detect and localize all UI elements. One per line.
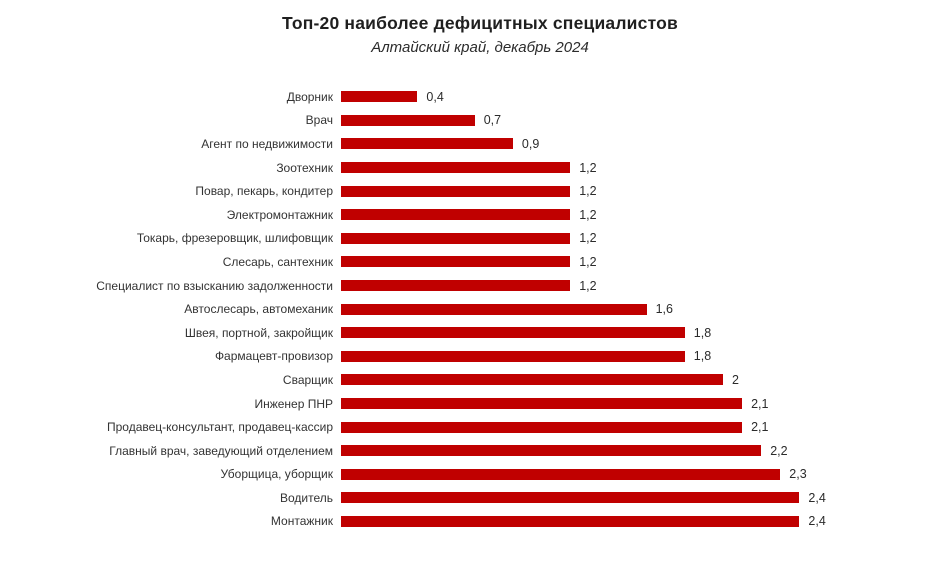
chart-row: Слесарь, сантехник 1,2 <box>0 250 935 274</box>
chart-row: Специалист по взысканию задолженности 1,2 <box>0 274 935 298</box>
value-label: 1,2 <box>579 184 597 199</box>
chart-row: Врач 0,7 <box>0 109 935 133</box>
category-label: Инженер ПНР <box>254 396 333 411</box>
value-label: 1,8 <box>693 325 712 340</box>
bar <box>341 185 571 197</box>
category-label: Токарь, фрезеровщик, шлифовщик <box>136 231 333 246</box>
value-label: 2 <box>732 372 739 387</box>
bar <box>341 515 800 527</box>
chart-row: Токарь, фрезеровщик, шлифовщик 1,2 <box>0 227 935 251</box>
bar <box>341 492 800 504</box>
chart-subtitle: Алтайский край, декабрь 2024 <box>371 38 589 56</box>
chart-row: Сварщик 2 <box>0 368 935 392</box>
chart-row: Агент по недвижимости 0,9 <box>0 132 935 156</box>
chart-row: Продавец-консультант, продавец-кассир 2,1 <box>0 415 935 439</box>
bar <box>341 445 762 457</box>
bar <box>341 256 571 268</box>
value-label: 1,2 <box>579 207 597 222</box>
chart-row: Автослесарь, автомеханик 1,6 <box>0 297 935 321</box>
value-label: 2,1 <box>751 420 769 435</box>
bar <box>341 138 513 150</box>
bar <box>341 280 571 292</box>
value-label: 1,8 <box>693 349 712 364</box>
chart-title: Топ-20 наиболее дефицитных специалистов <box>282 13 678 33</box>
chart-row: Водитель 2,4 <box>0 486 935 510</box>
bar <box>341 114 475 126</box>
category-label: Повар, пекарь, кондитер <box>195 184 333 199</box>
category-label: Уборщица, уборщик <box>220 467 333 482</box>
value-label: 1,2 <box>579 160 597 175</box>
chart-row: Главный врач, заведующий отделением 2,2 <box>0 439 935 463</box>
category-label: Главный врач, заведующий отделением <box>109 443 333 458</box>
bar <box>341 468 781 480</box>
bar <box>341 398 743 410</box>
chart-row: Повар, пекарь, кондитер 1,2 <box>0 179 935 203</box>
bar <box>341 232 571 244</box>
plot-area: Дворник 0,4 Врач 0,7 Агент по недвижимости 0,… <box>0 85 935 533</box>
category-label: Врач <box>305 113 333 128</box>
chart-row: Швея, портной, закройщик 1,8 <box>0 321 935 345</box>
bar <box>341 91 418 103</box>
value-label: 1,2 <box>579 254 597 269</box>
value-label: 2,3 <box>789 467 807 482</box>
category-label: Специалист по взысканию задолженности <box>96 278 333 293</box>
category-label: Электромонтажник <box>226 207 333 222</box>
value-label: 0,7 <box>483 113 502 128</box>
value-label: 1,2 <box>579 231 597 246</box>
value-label: 0,9 <box>521 136 540 151</box>
chart-row: Монтажник 2,4 <box>0 510 935 534</box>
bar <box>341 374 723 386</box>
category-label: Продавец-консультант, продавец-кассир <box>106 420 333 435</box>
bar <box>341 162 571 174</box>
value-label: 0,4 <box>426 89 444 104</box>
category-label: Водитель <box>279 490 333 505</box>
category-label: Автослесарь, автомеханик <box>184 302 333 317</box>
bar <box>341 209 571 221</box>
category-label: Монтажник <box>270 514 333 529</box>
value-label: 2,2 <box>770 443 788 458</box>
category-label: Зоотехник <box>276 160 333 175</box>
value-label: 2,1 <box>751 396 769 411</box>
chart-row: Дворник 0,4 <box>0 85 935 109</box>
chart-row: Фармацевт-провизор 1,8 <box>0 345 935 369</box>
chart-row: Уборщица, уборщик 2,3 <box>0 463 935 487</box>
value-label: 2,4 <box>808 514 826 529</box>
value-label: 1,2 <box>579 278 597 293</box>
chart-row: Электромонтажник 1,2 <box>0 203 935 227</box>
value-label: 1,6 <box>655 302 673 317</box>
category-label: Фармацевт-провизор <box>214 349 333 364</box>
bar <box>341 327 685 339</box>
category-label: Сварщик <box>282 372 333 387</box>
chart-header: Топ-20 наиболее дефицитных специалистов … <box>25 12 935 56</box>
category-label: Слесарь, сантехник <box>222 254 333 269</box>
bar <box>341 350 685 362</box>
category-label: Швея, портной, закройщик <box>184 325 333 340</box>
category-label: Дворник <box>286 89 333 104</box>
bar <box>341 303 647 315</box>
chart-row: Зоотехник 1,2 <box>0 156 935 180</box>
category-label: Агент по недвижимости <box>201 136 333 151</box>
bar <box>341 421 743 433</box>
chart-row: Инженер ПНР 2,1 <box>0 392 935 416</box>
value-label: 2,4 <box>808 490 826 505</box>
